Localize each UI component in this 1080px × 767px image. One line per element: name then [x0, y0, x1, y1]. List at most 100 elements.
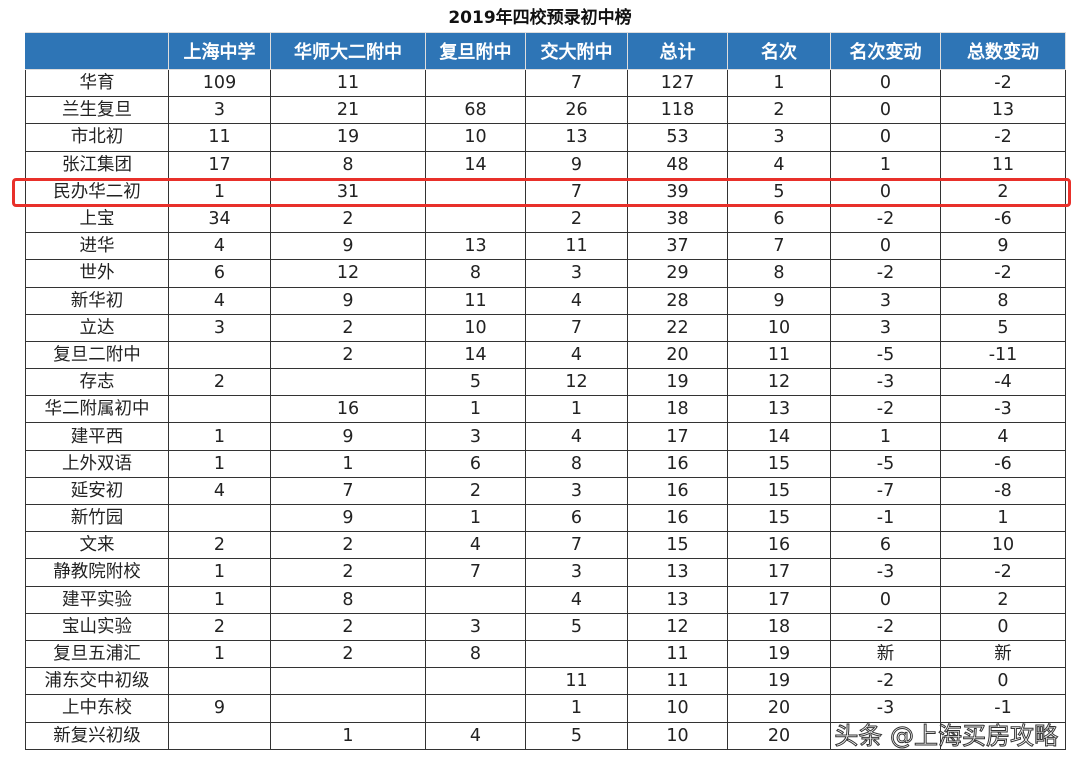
value-cell: -1	[940, 694, 1066, 723]
value-cell: 109	[168, 68, 271, 98]
value-cell: 6	[830, 531, 941, 560]
value-cell: 1	[168, 639, 271, 669]
value-cell: 4	[727, 150, 831, 179]
value-cell: -5	[830, 449, 941, 478]
school-name-cell: 立达	[25, 313, 169, 342]
value-cell: 14	[425, 150, 526, 179]
value-cell: 4	[168, 286, 271, 315]
value-cell: 16	[727, 531, 831, 560]
value-cell: 20	[727, 721, 831, 750]
value-cell: 8	[270, 150, 426, 179]
value-cell: 20	[627, 340, 728, 370]
value-cell: 2	[940, 585, 1066, 614]
school-name-cell: 文来	[25, 531, 169, 560]
value-cell: 0	[830, 123, 941, 152]
value-cell: 13	[627, 558, 728, 587]
value-cell: 1	[168, 449, 271, 478]
value-cell: 10	[940, 531, 1066, 560]
column-header: 上海中学	[168, 32, 271, 70]
value-cell: 0	[940, 667, 1066, 696]
value-cell: 16	[627, 449, 728, 478]
column-header: 总数变动	[940, 32, 1066, 70]
value-cell: 3	[168, 313, 271, 342]
table-row: 建平西 1 9 3 4 17 14 1 4	[25, 422, 1066, 451]
value-cell: 13	[940, 96, 1066, 125]
value-cell: -1	[830, 503, 941, 533]
value-cell: 17	[727, 585, 831, 614]
value-cell: -2	[830, 667, 941, 696]
value-cell: 118	[627, 96, 728, 125]
value-cell: 10	[627, 694, 728, 723]
value-cell: 2	[270, 639, 426, 669]
value-cell: 4	[168, 232, 271, 261]
value-cell: 10	[425, 313, 526, 342]
value-cell: 3	[525, 259, 628, 288]
table-row: 新竹园 9 1 6 16 15 -1 1	[25, 503, 1066, 533]
value-cell: 6	[168, 259, 271, 288]
column-header: 名次	[727, 32, 831, 70]
value-cell: 12	[525, 368, 628, 397]
value-cell: -8	[940, 476, 1066, 506]
value-cell: 13	[525, 123, 628, 152]
table-row: 张江集团 17 8 14 9 48 4 1 11	[25, 150, 1066, 179]
value-cell: 0	[940, 612, 1066, 641]
value-cell	[168, 721, 271, 750]
watermark: 头条 @上海买房攻略	[834, 722, 1059, 751]
value-cell: 1	[727, 68, 831, 98]
table-row: 上中东校 9 1 10 20 -3 -1	[25, 694, 1066, 723]
value-cell: 37	[627, 232, 728, 261]
value-cell: 1	[168, 585, 271, 614]
value-cell: 19	[727, 639, 831, 669]
school-name-cell: 张江集团	[25, 150, 169, 179]
value-cell: 17	[727, 558, 831, 587]
value-cell: 11	[168, 123, 271, 152]
school-name-cell: 华二附属初中	[25, 395, 169, 424]
value-cell: 新	[940, 639, 1066, 669]
header-row: 上海中学 华师大二附中 复旦附中 交大附中 总计 名次 名次变动 总数变动	[25, 32, 1066, 70]
table-row: 存志 2 5 12 19 12 -3 -4	[25, 368, 1066, 397]
value-cell: 19	[270, 123, 426, 152]
value-cell	[940, 721, 1066, 750]
value-cell: 18	[727, 612, 831, 641]
school-name-cell: 复旦五浦汇	[25, 639, 169, 669]
value-cell: 12	[270, 259, 426, 288]
column-header	[25, 32, 169, 70]
value-cell: 8	[525, 449, 628, 478]
value-cell: 2	[270, 531, 426, 560]
table-row: 兰生复旦 3 21 68 26 118 2 0 13	[25, 96, 1066, 125]
value-cell: 17	[627, 422, 728, 451]
value-cell: 4	[525, 585, 628, 614]
value-cell: 11	[727, 340, 831, 370]
value-cell: -2	[940, 259, 1066, 288]
value-cell: 4	[525, 340, 628, 370]
table-row: 进华 4 9 13 11 37 7 0 9	[25, 232, 1066, 261]
value-cell: 2	[270, 340, 426, 370]
value-cell	[525, 639, 628, 669]
value-cell: 2	[270, 612, 426, 641]
value-cell: 8	[425, 639, 526, 669]
value-cell: 11	[525, 232, 628, 261]
value-cell: 3	[830, 313, 941, 342]
school-name-cell: 上宝	[25, 204, 169, 234]
table-row: 华二附属初中 16 1 1 18 13 -2 -3	[25, 395, 1066, 424]
value-cell: 2	[270, 558, 426, 587]
value-cell: 11	[270, 68, 426, 98]
value-cell: 10	[425, 123, 526, 152]
table-row: 浦东交中初级 11 11 19 -2 0	[25, 667, 1066, 696]
value-cell: 3	[727, 123, 831, 152]
value-cell: 68	[425, 96, 526, 125]
table-row: 延安初 4 7 2 3 16 15 -7 -8	[25, 476, 1066, 506]
value-cell: -3	[830, 694, 941, 723]
value-cell: 2	[270, 204, 426, 234]
value-cell: 16	[627, 503, 728, 533]
table-title: 2019年四校预录初中榜	[448, 8, 632, 28]
value-cell: 0	[830, 68, 941, 98]
value-cell: 9	[270, 286, 426, 315]
table-row: 上宝 34 2 2 38 6 -2 -6	[25, 204, 1066, 234]
value-cell: 53	[627, 123, 728, 152]
value-cell: -3	[830, 368, 941, 397]
value-cell	[425, 204, 526, 234]
school-name-cell: 进华	[25, 232, 169, 261]
school-name-cell: 复旦二附中	[25, 340, 169, 370]
value-cell: 3	[830, 286, 941, 315]
